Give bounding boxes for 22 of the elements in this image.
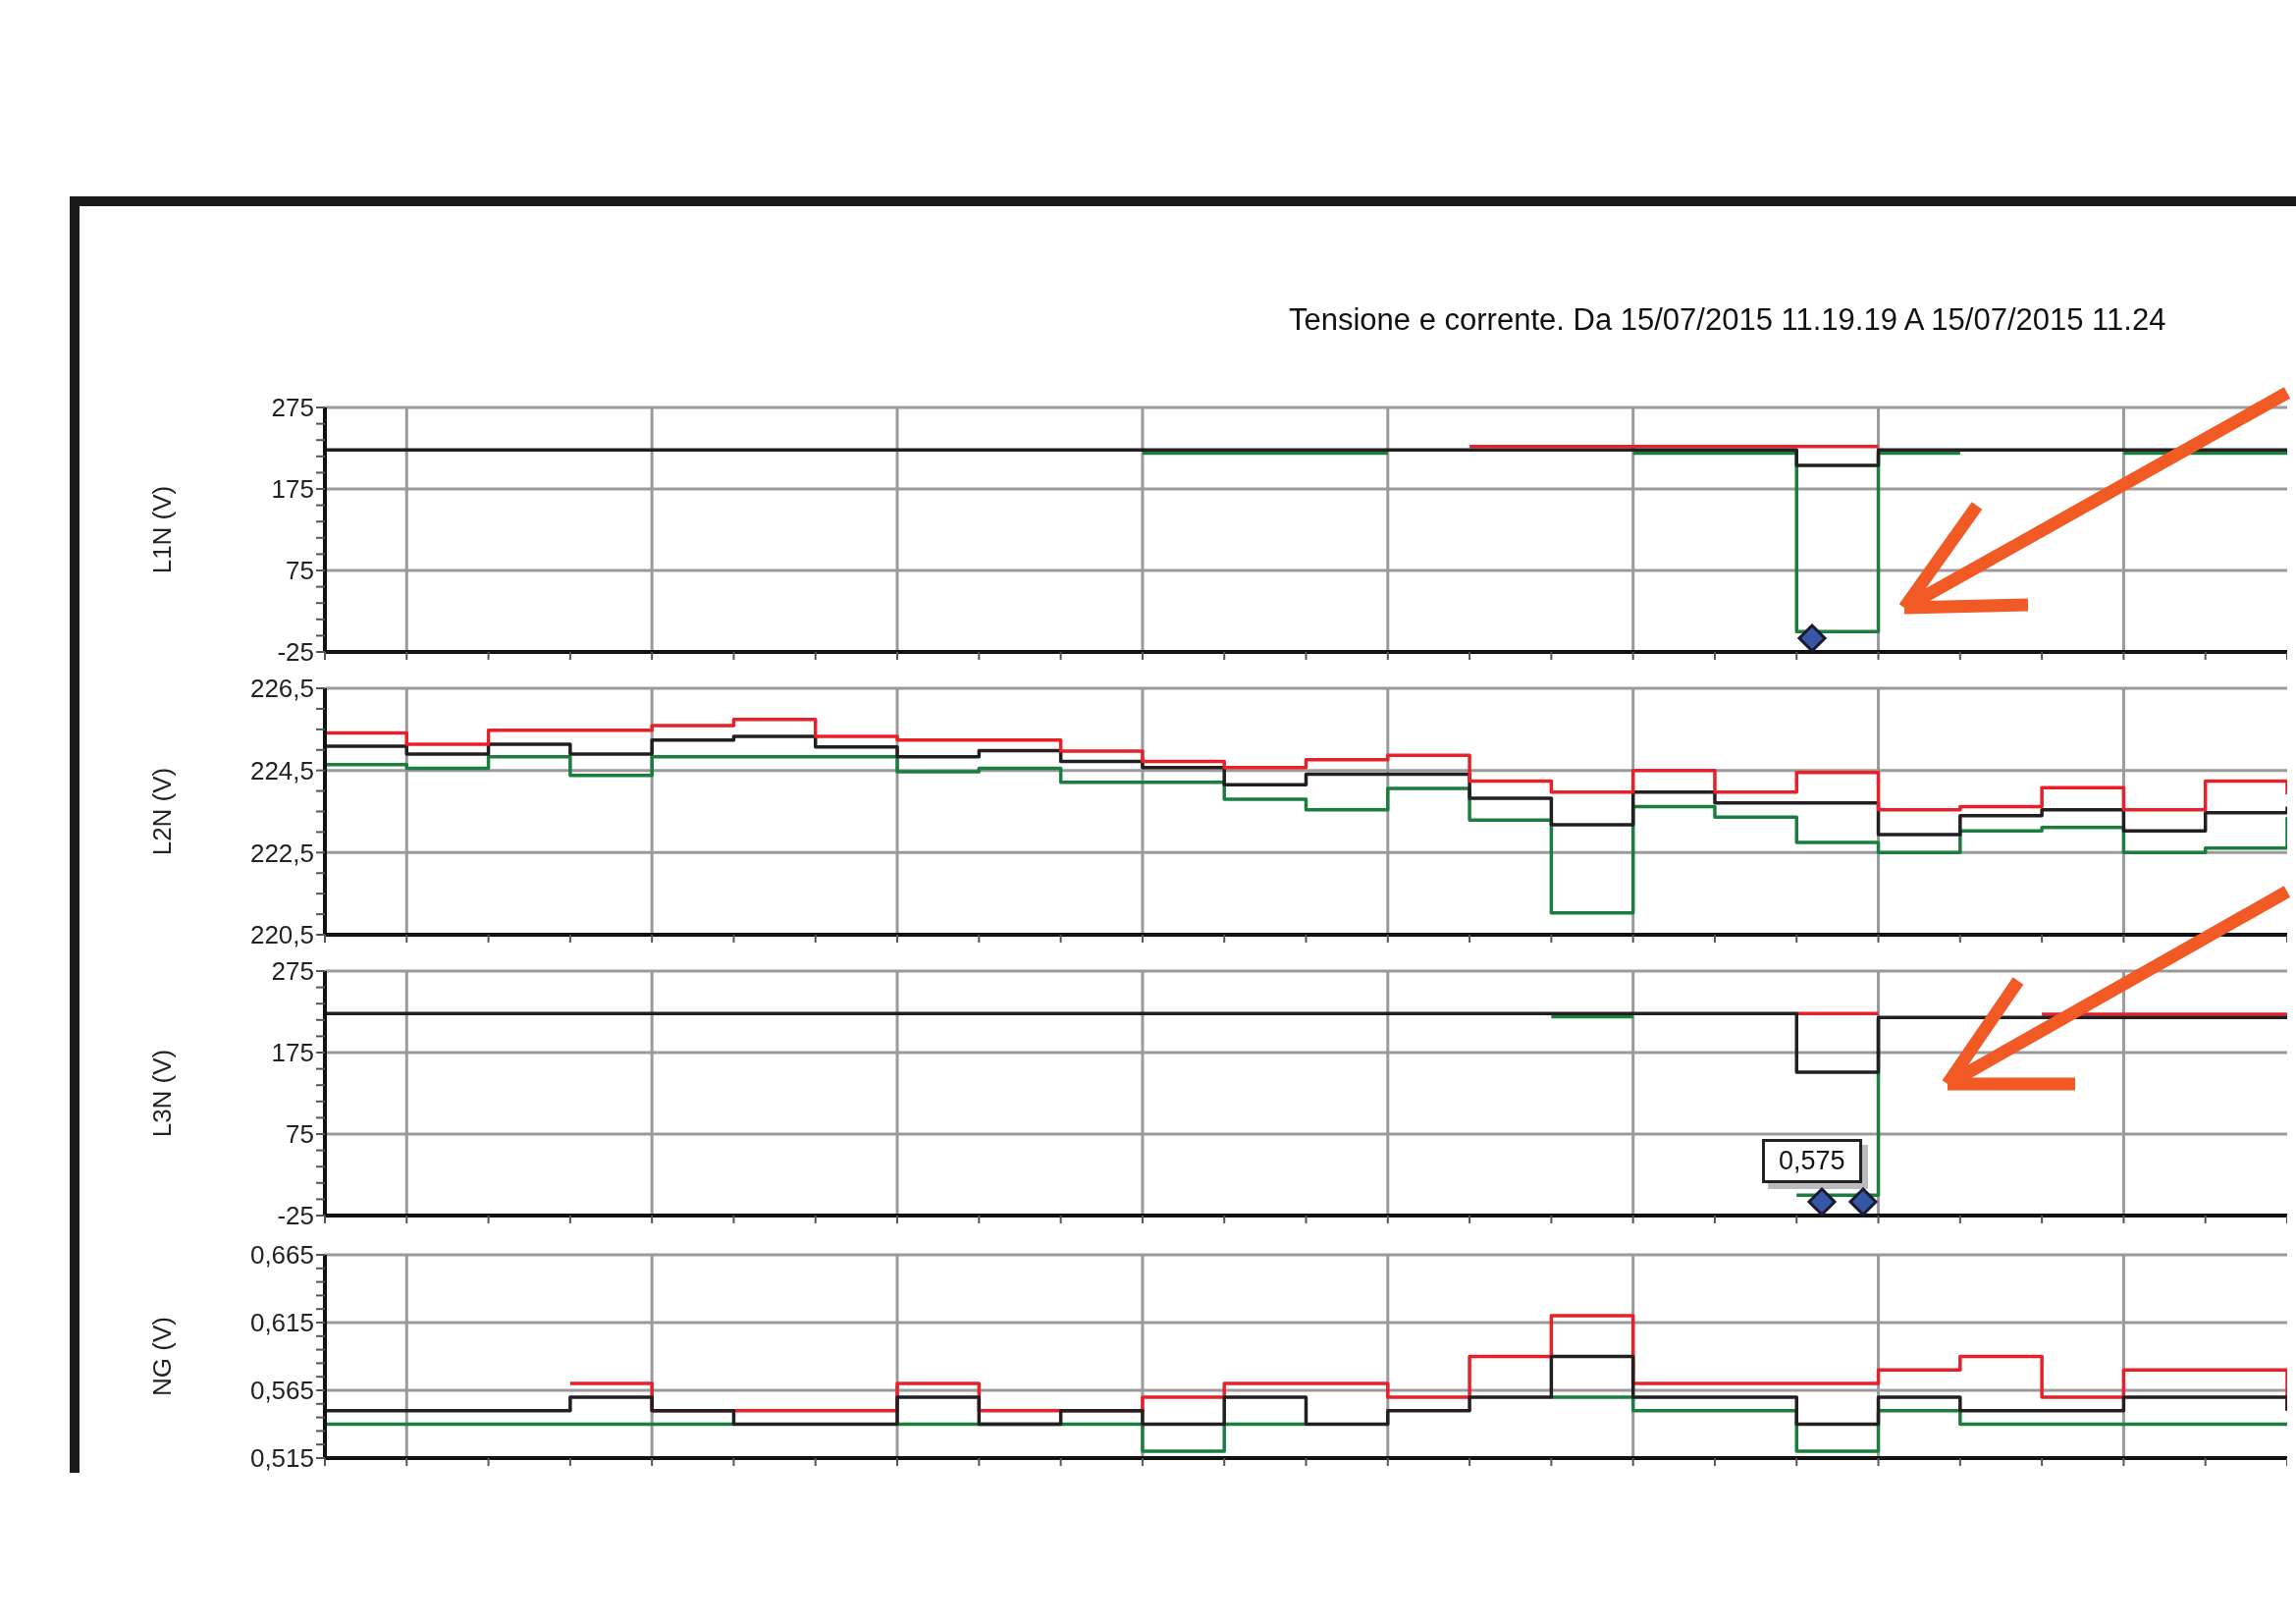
y-axis-title: L3N (V)	[147, 1049, 178, 1138]
y-tick-label: 0,515	[249, 1443, 314, 1474]
y-tick-label: -25	[277, 637, 314, 668]
annotation: 0,575	[1762, 1139, 1862, 1183]
y-tick-label: 226,5	[249, 674, 314, 704]
y-tick-label: 0,565	[249, 1376, 314, 1406]
y-tick-label: -25	[277, 1201, 314, 1231]
y-tick-label: 275	[271, 956, 314, 987]
y-axis-title: NG (V)	[147, 1317, 178, 1396]
y-tick-label: 0,665	[249, 1240, 314, 1271]
y-tick-label: 175	[271, 474, 314, 505]
y-tick-label: 275	[271, 393, 314, 423]
y-tick-label: 0,615	[249, 1308, 314, 1338]
y-tick-label: 75	[286, 1119, 314, 1150]
y-axis-title: L1N (V)	[147, 485, 178, 574]
y-tick-label: 220,5	[249, 920, 314, 950]
y-tick-label: 75	[286, 556, 314, 586]
y-tick-label: 224,5	[249, 755, 314, 785]
y-tick-label: 175	[271, 1038, 314, 1068]
y-axis-title: L2N (V)	[147, 767, 178, 856]
chart-title: Tensione e corrente. Da 15/07/2015 11.19.19 A 15/07/2015 11.24	[1289, 302, 2166, 337]
y-tick-label: 222,5	[249, 838, 314, 868]
